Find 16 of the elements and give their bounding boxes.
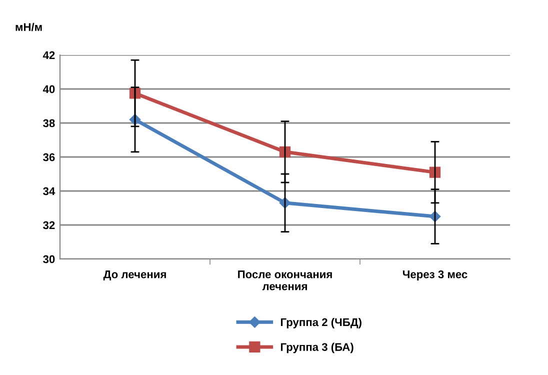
y-tick-label: 30 — [43, 255, 55, 264]
x-tick-label: До лечения — [103, 270, 166, 280]
legend-label: Группа 2 (ЧБД) — [280, 318, 362, 328]
x-tick-label: После окончания лечения — [238, 270, 332, 290]
x-tick-label: Через 3 мес — [402, 270, 468, 280]
y-tick-label: 40 — [42, 85, 55, 94]
point — [429, 166, 441, 178]
legend-label: Группа 3 (БА) — [280, 342, 354, 354]
y-tick-label: 32 — [43, 221, 55, 230]
y-tick-label: 34 — [43, 187, 56, 196]
point — [129, 88, 141, 99]
y-tick-label: 38 — [43, 119, 55, 128]
y-axis-title: мН/м — [16, 22, 42, 32]
point — [279, 146, 291, 158]
y-tick-label: 42 — [42, 51, 55, 60]
y-tick-label: 36 — [43, 153, 55, 162]
